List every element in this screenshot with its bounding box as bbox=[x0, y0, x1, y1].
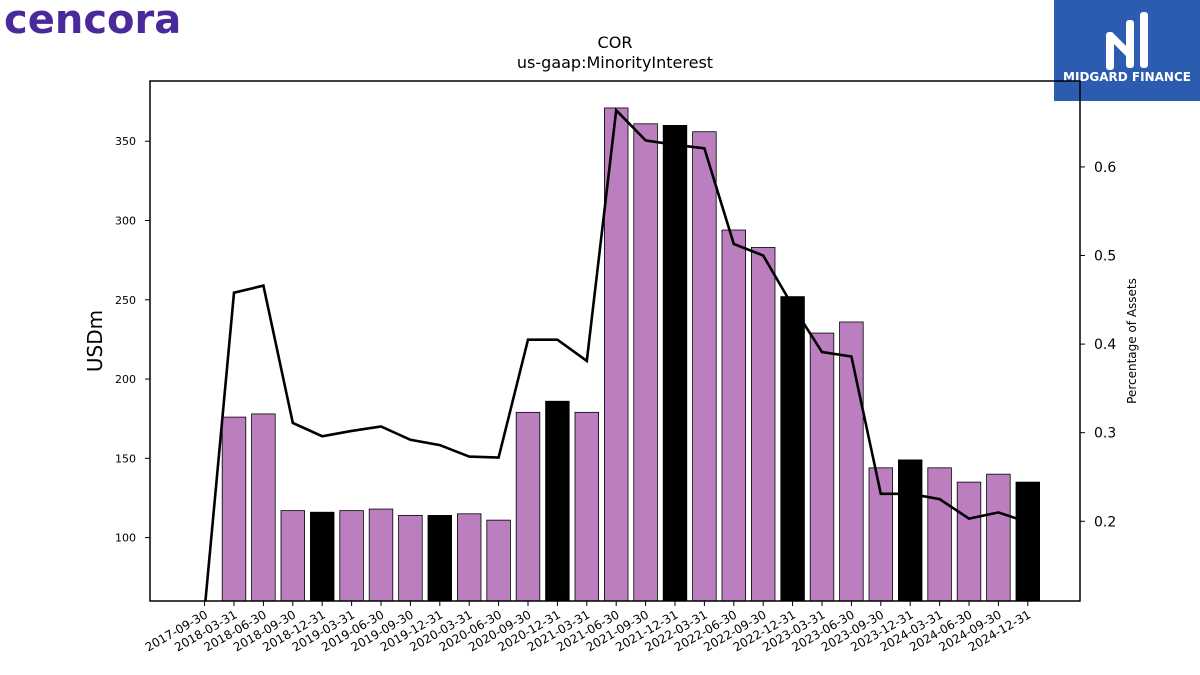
bar-2019-06-30 bbox=[368, 508, 394, 602]
bar-2018-03-31 bbox=[221, 416, 247, 602]
y-tick-label: 200 bbox=[115, 373, 136, 386]
bar-2021-03-31 bbox=[574, 411, 600, 602]
chart-subtitle: us-gaap:MinorityInterest bbox=[517, 53, 713, 72]
bar-2024-12-31 bbox=[1015, 481, 1041, 602]
logo-text: cencora bbox=[4, 0, 181, 40]
plot-frame bbox=[149, 80, 1081, 602]
midgard-logo-icon: MIDGARD FINANCE bbox=[1063, 12, 1191, 84]
bar-2023-03-31 bbox=[809, 332, 835, 602]
bar-2020-06-30 bbox=[486, 519, 511, 602]
y2-tick-label: 0.3 bbox=[1094, 426, 1116, 442]
bar-series bbox=[221, 107, 1041, 602]
y-tick-label: 150 bbox=[115, 452, 136, 465]
bar-2022-09-30 bbox=[751, 247, 776, 602]
bar-2018-12-31 bbox=[309, 511, 335, 602]
bar-2019-03-31 bbox=[339, 510, 364, 602]
midgard-finance-badge: MIDGARD FINANCE bbox=[1054, 0, 1200, 101]
y2-axis-label: Percentage of Assets bbox=[1125, 278, 1139, 404]
bar-2023-06-30 bbox=[839, 321, 864, 602]
chart-title: COR bbox=[598, 33, 633, 52]
y2-tick-label: 0.5 bbox=[1094, 249, 1116, 265]
line-series bbox=[204, 107, 1029, 601]
bar-2020-09-30 bbox=[515, 411, 541, 602]
bar-2019-12-31 bbox=[427, 514, 453, 602]
y2-tick-label: 0.6 bbox=[1094, 160, 1116, 176]
bar-2020-12-31 bbox=[545, 400, 570, 602]
bar-2019-09-30 bbox=[398, 514, 423, 602]
y-axis-label: USDm bbox=[83, 310, 107, 372]
cencora-logo: cencora bbox=[4, 0, 181, 40]
bar-2024-09-30 bbox=[986, 473, 1011, 602]
bar-2018-06-30 bbox=[251, 413, 276, 602]
y-axis-right: 0.2 0.3 0.4 0.5 0.6 bbox=[1080, 160, 1116, 530]
bar-2022-03-31 bbox=[692, 131, 717, 602]
bar-2020-03-31 bbox=[456, 513, 482, 602]
x-axis: 2017-09-302018-03-312018-06-302018-09-30… bbox=[143, 601, 1033, 654]
bar-2018-09-30 bbox=[280, 510, 306, 602]
y-tick-label: 250 bbox=[115, 294, 136, 307]
bar-2022-12-31 bbox=[780, 296, 805, 602]
y2-tick-label: 0.4 bbox=[1094, 337, 1116, 353]
bar-2024-06-30 bbox=[956, 481, 982, 602]
bar-2021-09-30 bbox=[633, 123, 658, 602]
bar-2021-12-31 bbox=[662, 124, 688, 602]
brand-text: MIDGARD FINANCE bbox=[1063, 70, 1191, 84]
y2-tick-label: 0.2 bbox=[1094, 514, 1116, 530]
y-axis-left: 100 150 200 250 300 350 bbox=[115, 135, 150, 545]
y-tick-label: 100 bbox=[115, 532, 136, 545]
y-tick-label: 350 bbox=[115, 135, 136, 148]
bar-2023-12-31 bbox=[898, 459, 923, 602]
percentage-of-assets-line bbox=[204, 107, 1029, 601]
y-tick-label: 300 bbox=[115, 215, 136, 228]
bar-2022-06-30 bbox=[721, 229, 747, 602]
bar-2024-03-31 bbox=[927, 467, 952, 602]
